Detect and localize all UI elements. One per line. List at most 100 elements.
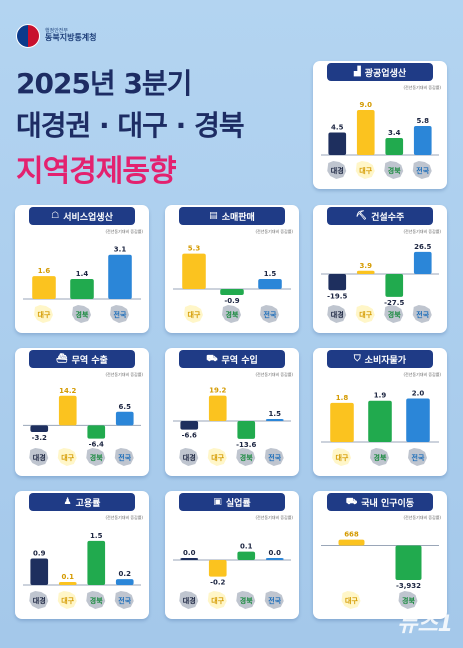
import-title: 무역 수입 [221, 355, 258, 366]
retail-plot: 5.3 대구 -0.9 경북 1.5 전국 [173, 245, 291, 323]
construction-bar-daegu [356, 270, 375, 274]
unemployment-region-shape-national [264, 591, 284, 609]
export-plot: -3.2 대경 14.2 대구 -6.4 경북 6.5 전국 [23, 387, 141, 466]
briefcase-icon: ▣ [213, 497, 222, 507]
cpi-region-shape-daegu [332, 448, 351, 466]
retail-region-shape-national [260, 305, 279, 323]
retail-bar-gyeongbuk [220, 289, 244, 295]
retail-category-daegu: 대구 [188, 310, 201, 319]
mining-bar-national [413, 126, 432, 155]
cpi-region-shape-gyeongbuk [370, 448, 389, 466]
mining-bar-daegu [356, 110, 375, 155]
service-category-gyeongbuk: 경북 [76, 310, 89, 319]
service-note: (전년동기대비 증감률) [105, 229, 143, 234]
employment-region-shape-daegu [57, 591, 77, 609]
ship-icon: ⛴ [56, 354, 68, 364]
cpi-bar-national [406, 398, 430, 442]
mining-category-gyeongbuk: 경북 [388, 166, 401, 175]
unemployment-bar-daegu [208, 560, 227, 577]
employment-bar-daegyeong [30, 558, 49, 585]
employment-plot: 0.9 대경 0.1 대구 1.5 경북 0.2 전국 [23, 532, 141, 609]
service-region-shape-daegu [34, 305, 53, 323]
employment-region-shape-gyeongbuk [86, 591, 106, 609]
employment-category-gyeongbuk: 경북 [90, 596, 103, 605]
unemployment-value-gyeongbuk: 0.1 [240, 543, 253, 551]
service-value-daegu: 1.6 [38, 267, 51, 275]
mining-card: ▟ 광공업생산 (전년동기대비 증감률) 4.5 대경 9.0 대구 3.4 경북 5.8 전국 [313, 61, 447, 189]
construction-region-shape-daegyeong [327, 305, 347, 323]
import-note: (전년동기대비 증감률) [255, 372, 293, 377]
import-bar-daegyeong [180, 420, 199, 430]
service-region-shape-gyeongbuk [72, 305, 91, 323]
export-title: 무역 수출 [71, 355, 108, 366]
mining-header: ▟ 광공업생산 [327, 63, 433, 81]
mining-value-daegyeong: 4.5 [331, 124, 344, 132]
employment-category-daegu: 대구 [61, 596, 74, 605]
unemployment-bar-daegyeong [180, 558, 199, 560]
migration-bar-gyeongbuk [395, 545, 422, 581]
export-region-shape-daegyeong [29, 448, 49, 466]
migration-header: ⛟ 국내 인구이동 [327, 493, 433, 511]
migration-note: (전년동기대비 증감률) [403, 515, 441, 520]
import-category-gyeongbuk: 경북 [240, 453, 253, 462]
migration-region-shape-gyeongbuk [398, 591, 418, 609]
employment-note: (전년동기대비 증감률) [105, 515, 143, 520]
export-note: (전년동기대비 증감률) [105, 372, 143, 377]
import-category-national: 전국 [268, 453, 281, 462]
construction-bar-daegyeong [328, 274, 347, 291]
mining-bar-gyeongbuk [385, 138, 404, 155]
mining-value-gyeongbuk: 3.4 [388, 129, 401, 137]
service-value-gyeongbuk: 1.4 [76, 270, 89, 278]
service-category-national: 전국 [114, 310, 127, 319]
mining-plot: 4.5 대경 9.0 대구 3.4 경북 5.8 전국 [321, 101, 439, 179]
employment-region-shape-daegyeong [29, 591, 49, 609]
import-region-shape-national [264, 448, 284, 466]
export-region-shape-daegu [57, 448, 77, 466]
mining-value-daegu: 9.0 [360, 101, 373, 109]
employment-value-gyeongbuk: 1.5 [90, 532, 103, 540]
unemployment-value-daegyeong: 0.0 [183, 549, 196, 557]
export-category-daegyeong: 대경 [33, 453, 46, 462]
construction-card: ⛏ 건설수주 (전년동기대비 증감률) -19.5 대경 3.9 대구 -27.5 경북 26.5… [313, 205, 447, 333]
unemployment-region-shape-daegu [207, 591, 227, 609]
retail-category-national: 전국 [264, 310, 277, 319]
unemployment-category-gyeongbuk: 경북 [240, 596, 253, 605]
import-bar-gyeongbuk [237, 420, 256, 439]
retail-region-shape-daegu [184, 305, 203, 323]
migration-bar-daegu [338, 539, 365, 546]
unemployment-plot: 0.0 대경 -0.2 대구 0.1 경북 0.0 전국 [173, 543, 291, 609]
mining-region-shape-national [412, 161, 432, 179]
retail-bar-daegu [182, 253, 206, 289]
unemployment-bar-national [265, 558, 284, 560]
import-category-daegyeong: 대경 [183, 453, 196, 462]
construction-category-national: 전국 [416, 310, 429, 319]
import-value-gyeongbuk: -13.6 [236, 441, 256, 449]
store-icon: ▤ [209, 211, 218, 221]
cpi-bar-daegu [330, 402, 354, 442]
mining-category-daegu: 대구 [359, 166, 372, 175]
service-card: ☖ 서비스업생산 (전년동기대비 증감률) 1.6 대구 1.4 경북 3.1 전국 [15, 205, 149, 333]
crane-icon: ⛏ [355, 211, 368, 221]
service-bar-daegu [32, 276, 56, 299]
title-line-2: 대경권 · 대구 · 경북 [16, 109, 245, 142]
service-value-national: 3.1 [114, 246, 127, 254]
moving-truck-icon: ⛟ [345, 496, 358, 507]
unemployment-header: ▣ 실업률 [179, 493, 285, 511]
retail-value-national: 1.5 [264, 270, 277, 278]
export-category-gyeongbuk: 경북 [90, 453, 103, 462]
construction-category-daegyeong: 대경 [331, 310, 344, 319]
employment-bar-daegu [58, 582, 77, 585]
export-value-gyeongbuk: -6.4 [89, 441, 104, 449]
migration-title: 국내 인구이동 [361, 498, 415, 509]
org-name: 동북지방통계청 [45, 33, 97, 43]
import-card: ⛟ 무역 수입 (전년동기대비 증감률) -6.6 대경 19.2 대구 -13.6 경북 1.5… [165, 348, 299, 476]
cpi-value-daegu: 1.8 [336, 394, 349, 402]
mining-region-shape-daegu [355, 161, 375, 179]
export-header: ⛴ 무역 수출 [29, 350, 135, 368]
people-icon: ♟ [63, 497, 72, 507]
migration-category-daegu: 대구 [345, 596, 358, 605]
cpi-category-daegu: 대구 [336, 453, 349, 462]
import-region-shape-daegyeong [179, 448, 199, 466]
mining-note: (전년동기대비 증감률) [403, 85, 441, 90]
construction-value-daegyeong: -19.5 [327, 292, 347, 300]
